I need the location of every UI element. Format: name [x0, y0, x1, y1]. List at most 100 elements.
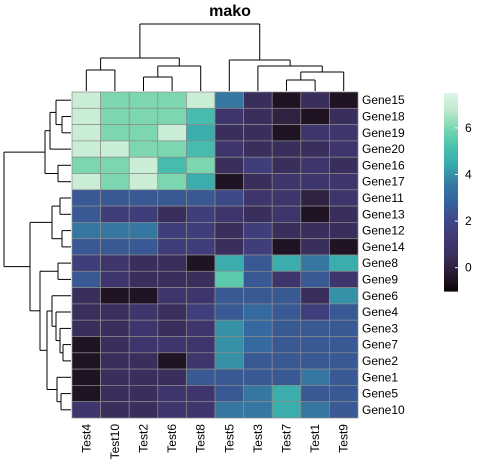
heatmap-cell: [243, 173, 273, 191]
column-label: Test4: [79, 424, 93, 453]
legend-color-step: [444, 228, 458, 233]
heatmap-cell: [100, 156, 130, 174]
heatmap-cell: [300, 352, 330, 370]
heatmap-cell: [128, 205, 159, 223]
heatmap-cell: [300, 107, 330, 125]
heatmap-cell: [214, 385, 244, 403]
legend-color-step: [444, 93, 458, 97]
heatmap-cell: [214, 368, 244, 386]
heatmap-cell: [100, 368, 130, 386]
heatmap-cell: [300, 140, 330, 158]
heatmap-cell: [100, 124, 130, 142]
heatmap-cell: [128, 156, 159, 174]
heatmap-cell: [243, 222, 273, 240]
heatmap-cell: [71, 189, 101, 207]
legend-color-step: [444, 287, 458, 292]
legend-color-step: [444, 221, 458, 226]
heatmap-cell: [329, 156, 359, 174]
legend-color-step: [444, 201, 458, 206]
heatmap-cell: [243, 401, 273, 419]
row-label: Gene12: [362, 224, 405, 238]
heatmap-cell: [214, 270, 244, 288]
heatmap-cell: [186, 107, 216, 125]
heatmap-cell: [271, 352, 302, 370]
heatmap-cell: [128, 303, 159, 321]
heatmap-cell: [157, 156, 187, 174]
heatmap-cell: [186, 205, 216, 223]
heatmap-cell: [100, 303, 130, 321]
legend-color-step: [444, 248, 458, 252]
legend-color-step: [444, 152, 458, 157]
heatmap-cell: [243, 238, 273, 256]
heatmap-cell: [243, 254, 273, 272]
heatmap-cell: [128, 287, 159, 305]
legend-color-step: [444, 175, 458, 180]
legend-color-step: [444, 205, 458, 210]
column-labels: Test4 Test10 Test2 Test6 Test8 Test5 Test3 Test…: [79, 424, 350, 460]
heatmap-cell: [214, 238, 244, 256]
legend-color-step: [444, 277, 458, 282]
heatmap-cell: [271, 222, 302, 240]
legend-color-step: [444, 126, 458, 130]
heatmap-cell: [243, 189, 273, 207]
heatmap-cell: [186, 401, 216, 419]
legend-color-step: [444, 185, 458, 190]
heatmap-cell: [128, 222, 159, 240]
row-label: Gene15: [362, 93, 405, 107]
heatmap-cell: [128, 140, 159, 158]
heatmap-cell: [186, 319, 216, 337]
heatmap-cell: [300, 319, 330, 337]
row-label: Gene20: [362, 142, 405, 156]
heatmap-cell: [329, 107, 359, 125]
column-dendrogram: [85, 23, 345, 91]
heatmap-cell: [71, 270, 101, 288]
column-label: Test1: [308, 424, 322, 453]
heatmap-cell: [100, 107, 130, 125]
column-label: Test7: [280, 424, 294, 453]
heatmap-cell: [128, 352, 159, 370]
heatmap-cell: [100, 336, 130, 354]
legend-color-step: [444, 284, 458, 289]
heatmap-cell: [157, 287, 187, 305]
legend-color-step: [444, 244, 458, 249]
heatmap-cell: [71, 124, 101, 142]
heatmap-cell: [157, 140, 187, 158]
heatmap-cell: [157, 254, 187, 272]
heatmap-cell: [271, 270, 302, 288]
heatmap-cell: [329, 368, 359, 386]
row-label: Gene17: [362, 175, 405, 189]
heatmap-cell: [186, 91, 216, 109]
row-label: Gene6: [362, 289, 398, 303]
heatmap-cell: [128, 254, 159, 272]
heatmap-cell: [157, 385, 187, 403]
legend-color-step: [444, 254, 458, 259]
heatmap-cell: [271, 401, 302, 419]
heatmap-cell: [271, 156, 302, 174]
heatmap-cell: [157, 303, 187, 321]
legend-color-step: [444, 102, 458, 107]
heatmap-cell: [186, 287, 216, 305]
heatmap-cell: [157, 270, 187, 288]
legend-tick-label: 2: [465, 214, 472, 228]
heatmap-cell: [186, 189, 216, 207]
legend-color-step: [444, 168, 458, 173]
heatmap-cell: [329, 352, 359, 370]
heatmap-cell: [271, 303, 302, 321]
heatmap-cell: [214, 91, 244, 109]
heatmap-cell: [329, 287, 359, 305]
heatmap-cell: [71, 319, 101, 337]
legend-color-step: [444, 225, 458, 229]
heatmap-cell: [71, 336, 101, 354]
heatmap-cell: [157, 205, 187, 223]
legend-color-step: [444, 208, 458, 213]
heatmap-cell: [157, 189, 187, 207]
heatmap-cell: [157, 222, 187, 240]
heatmap-cell: [300, 222, 330, 240]
row-label: Gene16: [362, 158, 405, 172]
heatmap-cell: [300, 385, 330, 403]
heatmap-cell: [71, 401, 101, 419]
heatmap-cell: [271, 238, 302, 256]
heatmap-cell: [71, 91, 101, 109]
heatmap-cell: [329, 238, 359, 256]
heatmap-cell: [100, 287, 130, 305]
